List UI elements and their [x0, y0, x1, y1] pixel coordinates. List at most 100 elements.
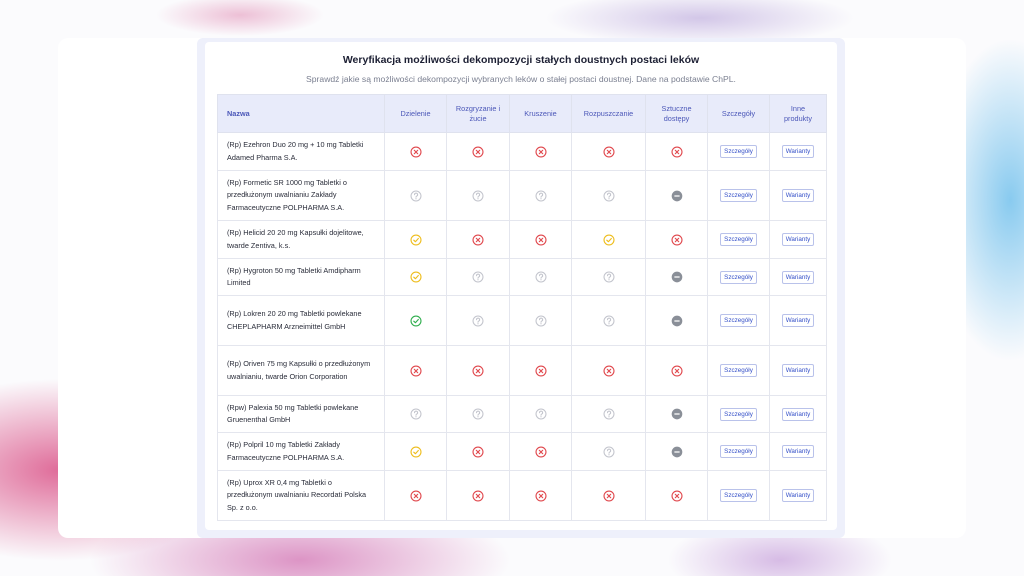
- icon-shape: [672, 147, 682, 157]
- status-cell: [571, 170, 646, 221]
- status-icon: [472, 365, 484, 377]
- variants-button[interactable]: Warianty: [781, 145, 815, 158]
- variants-cell: Warianty: [769, 258, 827, 296]
- status-cell: [571, 132, 646, 171]
- variants-cell: Warianty: [769, 220, 827, 259]
- status-cell: [384, 395, 447, 433]
- status-icon: [410, 190, 422, 202]
- drug-name: (Rp) Formetic SR 1000 mg Tabletki o prze…: [217, 170, 385, 221]
- status-cell: [509, 432, 572, 471]
- status-icon: [472, 146, 484, 158]
- drug-row: (Rp) Uprox XR 0,4 mg Tabletki o przedłuż…: [217, 470, 827, 521]
- variants-cell: Warianty: [769, 432, 827, 471]
- variants-button[interactable]: Warianty: [781, 407, 815, 421]
- status-icon: [410, 408, 422, 420]
- status-icon: [671, 315, 683, 327]
- status-cell: [509, 395, 572, 433]
- status-icon: [472, 190, 484, 202]
- details-button[interactable]: Szczegóły: [720, 189, 757, 202]
- status-icon: [472, 271, 484, 283]
- icon-shape: [604, 447, 614, 457]
- details-cell: Szczegóły: [707, 345, 770, 396]
- variants-button[interactable]: Warianty: [781, 314, 815, 327]
- status-icon: [472, 446, 484, 458]
- icon-shape: [536, 447, 546, 457]
- icon-shape: [604, 272, 614, 282]
- status-icon: [535, 271, 547, 283]
- title: Weryfikacja możliwości dekompozycji stał…: [342, 54, 700, 66]
- column-header: Kruszenie: [509, 94, 572, 133]
- icon-shape: [411, 235, 421, 245]
- variants-cell: Warianty: [769, 170, 827, 221]
- icon-shape: [411, 272, 421, 282]
- drug-name: (Rp) Hygroton 50 mg Tabletki Amdipharm L…: [217, 258, 385, 296]
- icon-shape: [671, 272, 682, 283]
- icon-shape: [672, 235, 682, 245]
- variants-button[interactable]: Warianty: [781, 233, 815, 246]
- status-cell: [446, 132, 510, 171]
- status-cell: [509, 220, 572, 259]
- details-button[interactable]: Szczegóły: [720, 145, 757, 158]
- icon-shape: [473, 366, 483, 376]
- details-button[interactable]: Szczegóły: [720, 407, 757, 421]
- variants-button[interactable]: Warianty: [781, 445, 815, 458]
- icon-shape: [411, 316, 421, 326]
- status-cell: [645, 258, 708, 296]
- status-icon: [671, 408, 683, 420]
- status-icon: [472, 408, 484, 420]
- drug-name: (Rp) Oriven 75 mg Kapsułki o przedłużony…: [217, 345, 385, 396]
- icon-shape: [473, 491, 483, 501]
- status-icon: [671, 365, 683, 377]
- header-row: Nazwa Dzielenie Rozgryzanie i żucie Krus…: [217, 94, 827, 133]
- icon-shape: [411, 409, 421, 419]
- status-cell: [446, 345, 510, 396]
- details-button[interactable]: Szczegóły: [720, 270, 757, 284]
- variants-cell: Warianty: [769, 295, 827, 346]
- variants-button[interactable]: Warianty: [781, 489, 815, 502]
- column-header: Nazwa: [217, 94, 385, 133]
- drug-name: (Rp) Polpril 10 mg Tabletki Zakłady Farm…: [217, 432, 385, 471]
- status-cell: [645, 345, 708, 396]
- status-icon: [410, 490, 422, 502]
- details-button[interactable]: Szczegóły: [720, 233, 757, 246]
- status-cell: [509, 470, 572, 521]
- status-cell: [645, 395, 708, 433]
- icon-shape: [473, 316, 483, 326]
- details-button[interactable]: Szczegóły: [720, 489, 757, 502]
- column-header: Dzielenie: [384, 94, 447, 133]
- status-cell: [645, 220, 708, 259]
- layout: Nazwa Dzielenie Rozgryzanie i żucie Krus…: [217, 94, 827, 133]
- status-icon: [671, 271, 683, 283]
- column-header: Sztuczne dostępy: [645, 94, 708, 133]
- icon-shape: [473, 147, 483, 157]
- icon-shape: [473, 191, 483, 201]
- status-icon: [410, 146, 422, 158]
- status-icon: [410, 365, 422, 377]
- status-icon: [472, 234, 484, 246]
- variants-button[interactable]: Warianty: [781, 270, 815, 284]
- icon-shape: [672, 491, 682, 501]
- drug-name: (Rpw) Palexia 50 mg Tabletki powlekane G…: [217, 395, 385, 433]
- status-cell: [571, 258, 646, 296]
- status-cell: [645, 132, 708, 171]
- status-cell: [571, 470, 646, 521]
- details-button[interactable]: Szczegóły: [720, 364, 757, 377]
- status-cell: [571, 345, 646, 396]
- icon-shape: [536, 316, 546, 326]
- icon-shape: [473, 447, 483, 457]
- drug-row: (Rpw) Palexia 50 mg Tabletki powlekane G…: [217, 395, 827, 433]
- icon-shape: [411, 491, 421, 501]
- icon-shape: [536, 409, 546, 419]
- status-cell: [645, 170, 708, 221]
- details-button[interactable]: Szczegóły: [720, 314, 757, 327]
- variants-button[interactable]: Warianty: [781, 364, 815, 377]
- details-cell: Szczegóły: [707, 432, 770, 471]
- variants-button[interactable]: Warianty: [781, 189, 815, 202]
- status-icon: [535, 408, 547, 420]
- details-button[interactable]: Szczegóły: [720, 445, 757, 458]
- status-cell: [571, 220, 646, 259]
- status-cell: [571, 432, 646, 471]
- status-cell: [645, 295, 708, 346]
- status-cell: [571, 295, 646, 346]
- status-cell: [384, 470, 447, 521]
